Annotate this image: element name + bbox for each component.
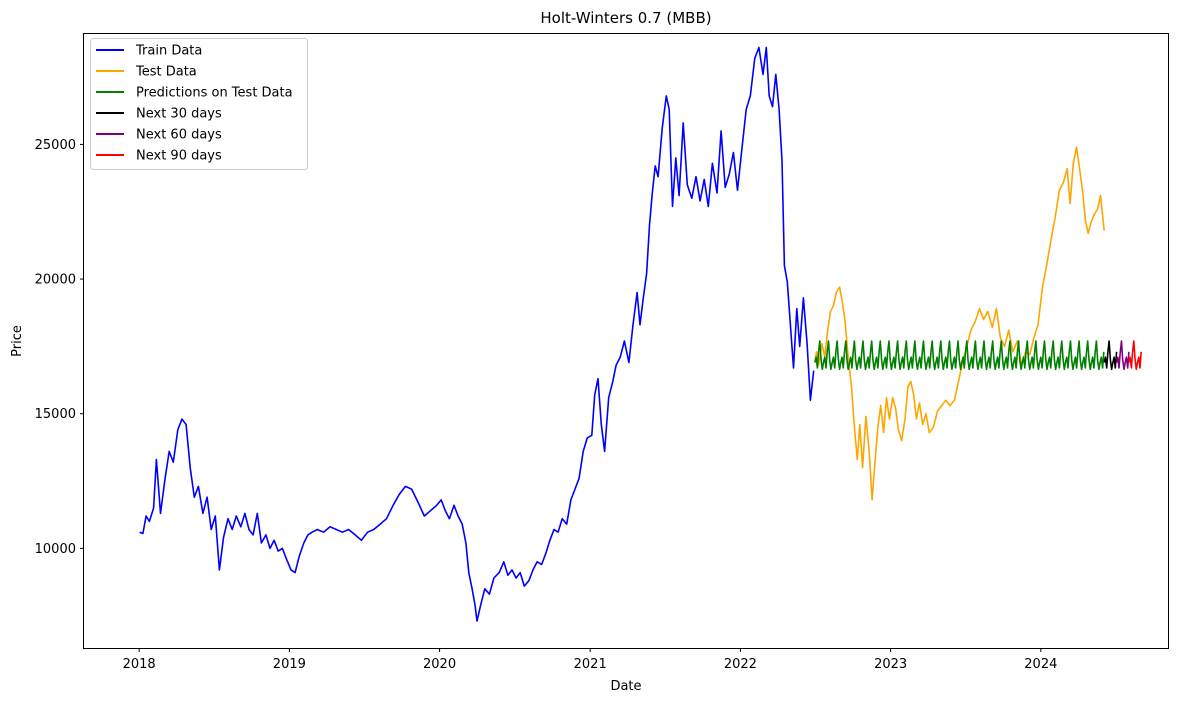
x-tick-label: 2022: [724, 657, 757, 672]
legend: Train Data Test Data Predictions on Test D…: [90, 38, 308, 170]
series-line-2: [814, 340, 1105, 371]
series-line-1: [814, 146, 1105, 501]
y-tick-label: 25000: [35, 138, 76, 153]
series-line-0: [139, 46, 815, 622]
legend-label: Next 30 days: [136, 107, 222, 122]
x-tick-label: 2018: [123, 657, 156, 672]
y-axis-label: Price: [10, 325, 25, 357]
legend-label: Test Data: [135, 65, 197, 80]
legend-label: Train Data: [135, 44, 202, 59]
series-line-3: [1103, 340, 1118, 371]
y-tick-label: 20000: [35, 273, 76, 288]
y-axis: 10000 15000 20000 25000: [35, 138, 84, 557]
x-tick-label: 2023: [874, 657, 907, 672]
x-tick-label: 2021: [574, 657, 607, 672]
y-tick-label: 10000: [35, 542, 76, 557]
x-tick-label: 2024: [1024, 657, 1057, 672]
x-axis-label: Date: [610, 679, 641, 694]
series-line-5: [1128, 340, 1142, 371]
x-axis: 2018 2019 2020 2021 2022 2023 2024: [123, 648, 1057, 672]
series-layer: [139, 46, 1142, 622]
plot-frame: [83, 33, 1169, 649]
x-tick-label: 2019: [273, 657, 306, 672]
chart-title: Holt-Winters 0.7 (MBB): [540, 9, 711, 27]
legend-label: Predictions on Test Data: [136, 86, 293, 101]
series-line-4: [1115, 340, 1130, 371]
x-tick-label: 2020: [423, 657, 456, 672]
legend-label: Next 90 days: [136, 149, 222, 164]
legend-label: Next 60 days: [136, 128, 222, 143]
y-tick-label: 15000: [35, 407, 76, 422]
legend-box: [90, 38, 308, 170]
